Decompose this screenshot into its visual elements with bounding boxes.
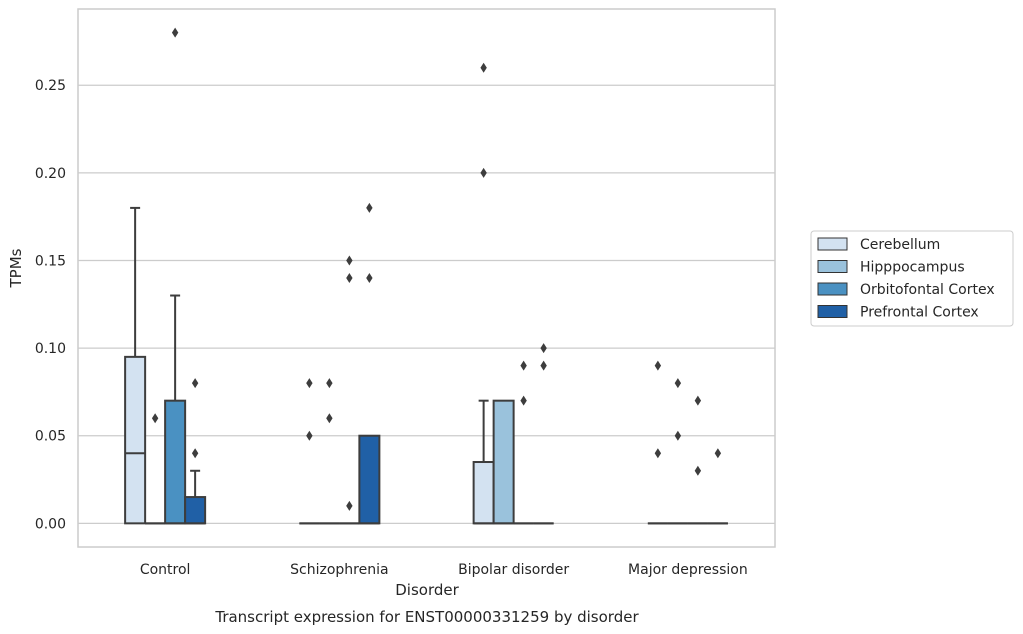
outlier-point — [540, 360, 547, 371]
legend-item: Hipppocampus — [817, 260, 965, 276]
plot-frame — [77, 8, 776, 548]
y-tick-label: 0.05 — [35, 429, 66, 445]
outlier-point — [674, 378, 682, 389]
x-tick-label: Bipolar disorder — [458, 562, 569, 578]
outlier-point — [366, 202, 373, 213]
outlier-point — [366, 273, 373, 283]
legend-label: Prefrontal Cortex — [860, 305, 979, 321]
box-cerebellum — [472, 399, 495, 525]
box-body — [184, 496, 207, 525]
outlier-point — [654, 448, 662, 459]
y-tick-labels: 0.00 0.05 0.10 0.15 0.20 0.25 — [35, 78, 66, 532]
outlier-point — [326, 413, 333, 424]
outlier-point — [480, 167, 487, 178]
box-body — [358, 434, 381, 525]
legend: Cerebellum Hipppocampus Orbitofontal Corte… — [810, 230, 1014, 327]
legend-frame — [810, 230, 1014, 327]
outlier-point — [694, 395, 702, 406]
outlier-point — [480, 62, 487, 73]
outlier-point — [171, 27, 179, 38]
x-tick-label: Control — [140, 562, 191, 578]
box-orbitofontal-cortex — [164, 294, 187, 525]
legend-item: Prefrontal Cortex — [817, 305, 979, 321]
outlier-point — [191, 378, 199, 389]
box-prefrontal-cortex — [358, 434, 381, 525]
y-tick-label: 0.25 — [35, 78, 66, 94]
y-tick-label: 0.00 — [35, 516, 66, 532]
outlier-point — [694, 465, 702, 476]
chart-caption: Transcript expression for ENST0000033125… — [214, 608, 639, 626]
y-tick-label: 0.15 — [35, 253, 66, 269]
box-body — [124, 355, 147, 525]
legend-label: Cerebellum — [860, 237, 940, 253]
box-body — [492, 399, 515, 525]
outlier-point — [540, 343, 547, 354]
outlier-point — [654, 360, 662, 371]
outlier-point — [346, 500, 353, 511]
legend-swatch — [817, 305, 848, 318]
boxes — [124, 206, 728, 525]
outlier-point — [346, 255, 353, 266]
outlier-point — [520, 360, 527, 371]
y-axis-title: TPMs — [7, 248, 25, 288]
outlier-point — [306, 378, 313, 389]
x-axis-title: Disorder — [395, 581, 459, 599]
y-tick-label: 0.10 — [35, 341, 66, 357]
box-body — [164, 399, 187, 525]
box-cerebellum — [124, 206, 147, 525]
legend-label: Orbitofontal Cortex — [860, 282, 995, 298]
box-hipppocampus — [492, 399, 515, 525]
legend-item: Cerebellum — [817, 237, 940, 253]
legend-swatch — [817, 282, 848, 296]
box-prefrontal-cortex — [184, 469, 207, 525]
y-tick-label: 0.20 — [35, 166, 66, 182]
outlier-point — [306, 430, 313, 441]
legend-item: Orbitofontal Cortex — [817, 282, 995, 298]
x-tick-labels: Control Schizophrenia Bipolar disorder Majo… — [140, 562, 748, 578]
box-body — [472, 461, 495, 525]
outlier-point — [520, 395, 527, 406]
legend-swatch — [817, 237, 848, 251]
outlier-point — [674, 430, 682, 441]
outlier-point — [326, 378, 333, 389]
legend-label: Hipppocampus — [860, 260, 965, 276]
outlier-point — [151, 413, 159, 424]
x-tick-label: Major depression — [628, 562, 748, 578]
outlier-points — [151, 27, 722, 511]
outlier-point — [191, 448, 199, 459]
outlier-point — [714, 448, 722, 459]
outlier-point — [346, 273, 353, 283]
legend-swatch — [817, 260, 848, 273]
x-tick-label: Schizophrenia — [290, 562, 388, 578]
